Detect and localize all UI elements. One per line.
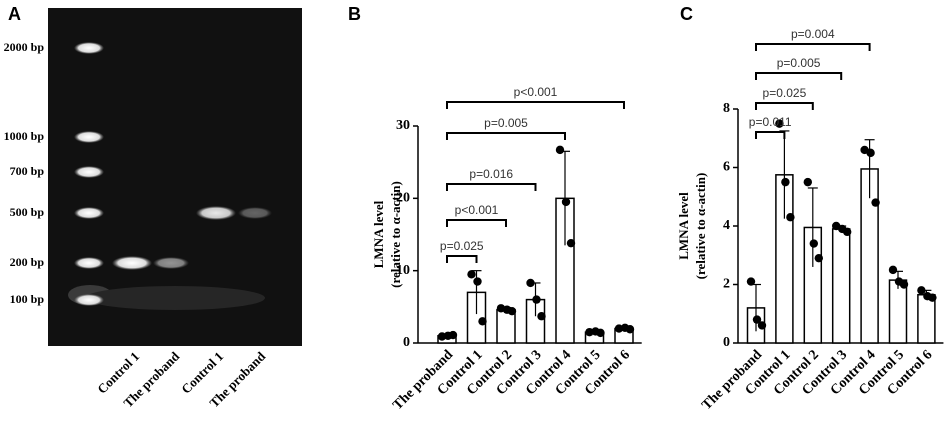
data-point (814, 253, 823, 263)
significance-bracket (755, 43, 871, 51)
gel-band (238, 207, 272, 219)
data-point (537, 312, 546, 321)
p-value: p=0.005 (777, 56, 821, 70)
significance-bracket (755, 102, 814, 110)
bar (917, 293, 936, 344)
panel-label: B (348, 4, 361, 24)
significance-bracket (446, 255, 478, 263)
data-point (467, 270, 476, 279)
marker-label: 500 bp (10, 205, 45, 219)
data-point (871, 198, 880, 207)
data-point (757, 321, 767, 330)
data-point (809, 239, 818, 248)
significance-bracket (446, 183, 537, 191)
data-point (781, 177, 790, 187)
marker-band (74, 207, 104, 219)
marker-band (74, 131, 104, 143)
y-tick-label: 30 (396, 118, 410, 133)
data-point (625, 325, 635, 334)
gel-band (196, 206, 236, 220)
gel-image (48, 8, 302, 346)
marker-band (74, 42, 104, 54)
panel-label: C (680, 4, 693, 24)
y-axis-label: (relative to α-actin) (693, 173, 708, 280)
data-point (478, 317, 487, 326)
gel-smear (85, 286, 265, 310)
data-point (786, 213, 795, 222)
significance-bracket (446, 219, 507, 227)
marker-band (74, 166, 104, 178)
marker-label: 700 bp (10, 164, 45, 178)
data-point (448, 330, 458, 340)
data-point (752, 315, 762, 324)
significance-bracket (755, 131, 786, 139)
data-point (917, 286, 926, 295)
y-tick-label: 8 (723, 101, 730, 116)
data-point (473, 277, 482, 286)
data-point (803, 177, 812, 187)
marker-label: 1000 bp (4, 129, 45, 143)
p-value: p=0.025 (763, 86, 807, 100)
y-axis-label: LMNA level (676, 192, 691, 260)
p-value: p=0.011 (749, 115, 792, 129)
data-point (526, 278, 535, 288)
bar (831, 228, 851, 344)
data-point (507, 306, 517, 316)
y-axis-label: LMNA level (371, 200, 386, 268)
y-tick-label: 0 (723, 335, 730, 350)
data-point (596, 328, 605, 338)
marker-label: 2000 bp (4, 40, 45, 54)
y-tick-label: 4 (723, 218, 730, 233)
p-value: p=0.005 (484, 116, 528, 130)
y-tick-label: 2 (723, 277, 730, 292)
data-point (928, 293, 937, 302)
p-value: p<0.001 (514, 85, 558, 99)
p-value: p=0.004 (791, 27, 835, 41)
data-point (555, 145, 565, 155)
marker-label: 100 bp (10, 292, 45, 306)
data-point (532, 295, 541, 304)
y-axis-label: (relative to α-actin) (388, 181, 403, 288)
marker-band (74, 257, 104, 269)
significance-bracket (446, 132, 566, 140)
significance-bracket (755, 72, 843, 80)
data-point (775, 119, 784, 128)
gel-band (153, 257, 189, 269)
marker-label: 200 bp (10, 255, 45, 269)
y-tick-label: 10 (396, 263, 410, 278)
gel-band (112, 256, 152, 270)
data-point (746, 277, 756, 286)
bar (888, 279, 908, 344)
data-point (566, 238, 576, 248)
p-value: p<0.001 (455, 203, 499, 217)
panel-label: A (8, 4, 21, 24)
data-point (899, 280, 909, 289)
data-point (561, 197, 571, 207)
data-point (843, 227, 852, 237)
data-point (866, 148, 875, 158)
y-tick-label: 20 (396, 191, 410, 206)
significance-bracket (446, 101, 625, 109)
p-value: p=0.025 (440, 239, 484, 253)
y-tick-label: 6 (723, 160, 730, 175)
y-tick-label: 0 (403, 335, 410, 350)
p-value: p=0.016 (469, 167, 513, 181)
marker-band (74, 294, 104, 306)
data-point (888, 265, 898, 275)
